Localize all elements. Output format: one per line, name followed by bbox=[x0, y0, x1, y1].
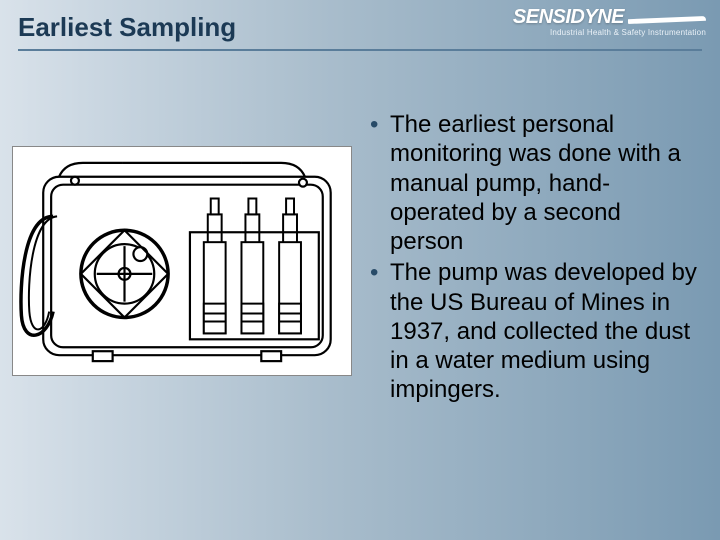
bullet-list: The earliest personal monitoring was don… bbox=[368, 110, 700, 405]
bullet-item: The earliest personal monitoring was don… bbox=[368, 110, 700, 256]
content-area: The earliest personal monitoring was don… bbox=[0, 110, 720, 407]
slide: Earliest Sampling SENSIDYNE Industrial H… bbox=[0, 0, 720, 540]
pump-diagram bbox=[12, 146, 352, 376]
brand-name: SENSIDYNE bbox=[513, 6, 624, 28]
bullet-item: The pump was developed by the US Bureau … bbox=[368, 258, 700, 404]
brand-tagline: Industrial Health & Safety Instrumentati… bbox=[513, 28, 706, 37]
brand-swoosh-icon bbox=[628, 16, 706, 24]
brand-logo: SENSIDYNE Industrial Health & Safety Ins… bbox=[513, 6, 706, 37]
figure-column bbox=[0, 110, 352, 407]
bullet-column: The earliest personal monitoring was don… bbox=[352, 110, 720, 407]
